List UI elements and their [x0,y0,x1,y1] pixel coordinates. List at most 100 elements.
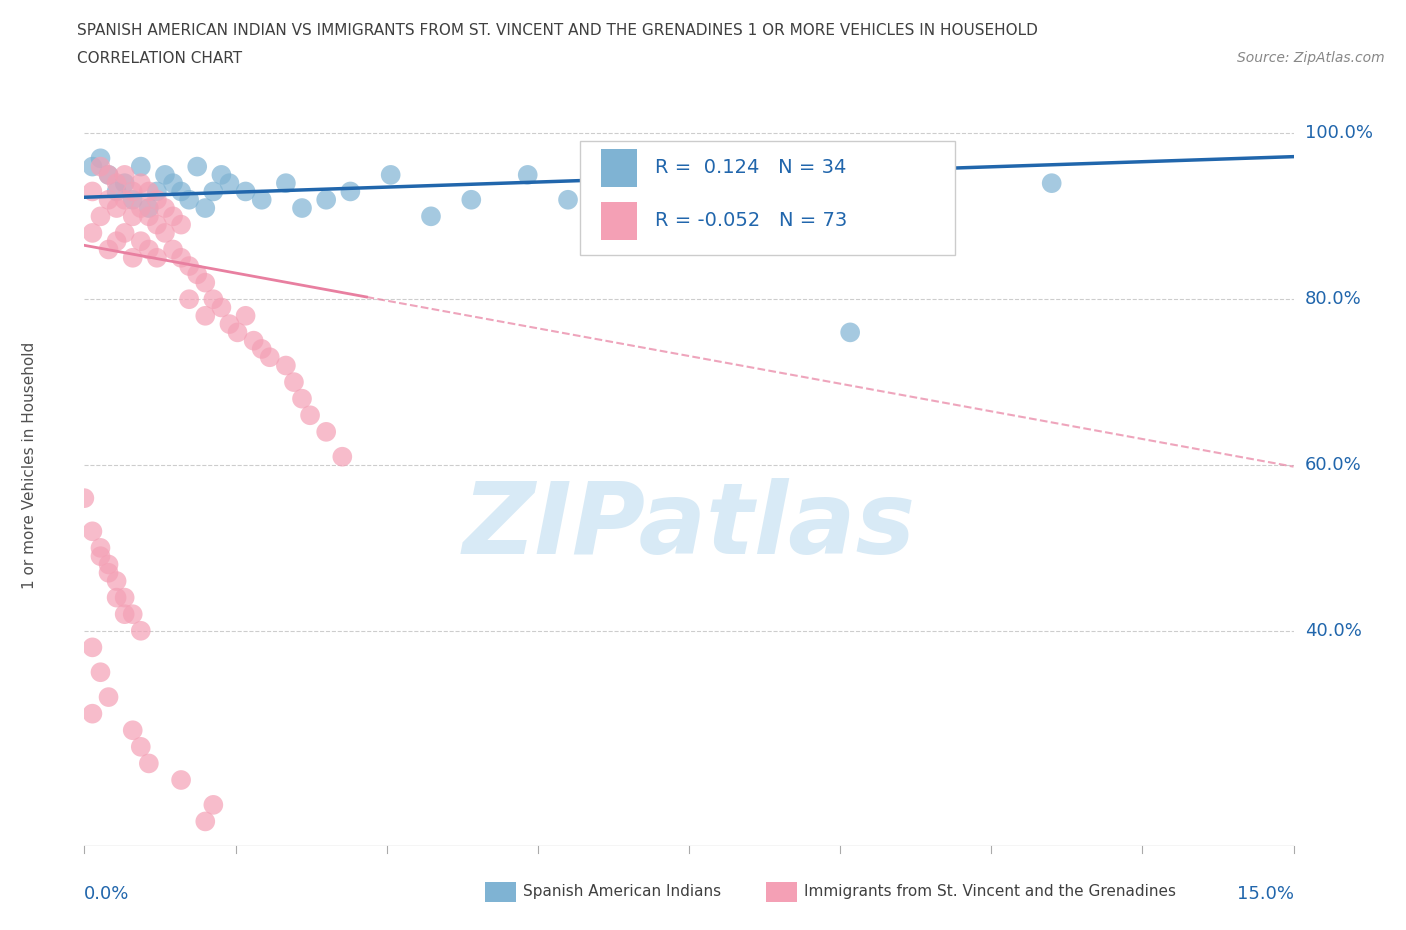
Point [114,167,136,182]
Point [138,756,160,771]
Point [121,184,143,199]
Point [516,167,538,182]
Text: R = -0.052   N = 73: R = -0.052 N = 73 [655,211,848,231]
Text: 0.0%: 0.0% [84,885,129,903]
Point [194,275,217,290]
Point [250,341,273,356]
Point [129,233,152,248]
Point [235,309,257,324]
Bar [600,149,637,187]
Text: 80.0%: 80.0% [1305,290,1361,308]
Point [420,209,443,224]
Point [209,300,232,315]
Point [283,375,305,390]
Point [162,242,184,257]
Point [153,201,176,216]
Point [146,250,169,265]
Point [242,333,264,348]
FancyBboxPatch shape [581,140,955,255]
Point [105,591,128,605]
Text: Immigrants from St. Vincent and the Grenadines: Immigrants from St. Vincent and the Gren… [804,884,1177,899]
Point [105,201,128,216]
Point [291,201,314,216]
Text: R =  0.124   N = 34: R = 0.124 N = 34 [655,158,846,177]
Text: 1 or more Vehicles in Household: 1 or more Vehicles in Household [22,341,38,589]
Point [121,209,143,224]
Point [299,408,322,423]
Point [138,201,160,216]
Point [250,193,273,207]
Point [839,325,862,339]
Point [179,259,201,273]
Point [114,225,136,240]
Point [315,424,337,439]
Point [105,176,128,191]
Point [89,209,111,224]
Point [218,176,240,191]
Point [73,491,96,506]
Point [146,193,169,207]
Point [226,325,249,339]
Point [129,623,152,638]
Point [146,184,169,199]
Point [121,250,143,265]
Point [259,350,281,365]
Point [97,557,120,572]
Point [129,201,152,216]
Point [194,814,217,829]
Point [82,184,104,199]
Point [291,392,314,406]
Text: ZIPatlas: ZIPatlas [463,477,915,575]
Point [179,193,201,207]
Point [170,250,193,265]
Point [179,292,201,307]
Point [460,193,482,207]
Point [162,209,184,224]
Text: 40.0%: 40.0% [1305,622,1361,640]
Point [129,739,152,754]
Text: 100.0%: 100.0% [1305,125,1372,142]
Point [170,184,193,199]
Point [121,193,143,207]
Point [138,242,160,257]
Point [138,209,160,224]
Point [218,316,240,331]
Point [82,225,104,240]
Point [202,184,225,199]
Point [146,218,169,232]
Text: 60.0%: 60.0% [1305,456,1361,474]
Point [89,549,111,564]
Point [121,606,143,621]
Point [1040,176,1063,191]
Point [153,167,176,182]
Point [105,574,128,589]
Point [121,723,143,737]
Point [718,233,741,248]
Text: SPANISH AMERICAN INDIAN VS IMMIGRANTS FROM ST. VINCENT AND THE GRENADINES 1 OR M: SPANISH AMERICAN INDIAN VS IMMIGRANTS FR… [77,23,1038,38]
Bar [600,202,637,240]
Point [114,193,136,207]
Point [557,193,579,207]
Point [114,591,136,605]
Point [235,184,257,199]
Text: 15.0%: 15.0% [1236,885,1294,903]
Point [114,176,136,191]
Point [89,540,111,555]
Point [97,565,120,580]
Point [194,309,217,324]
Point [82,706,104,721]
Point [153,225,176,240]
Point [97,193,120,207]
Point [97,242,120,257]
Point [339,184,361,199]
Text: Source: ZipAtlas.com: Source: ZipAtlas.com [1237,51,1385,65]
Point [186,159,208,174]
Point [380,167,402,182]
Point [82,524,104,538]
Point [97,690,120,705]
Point [202,797,225,812]
Point [274,358,297,373]
Point [274,176,297,191]
Point [209,167,232,182]
Point [315,193,337,207]
